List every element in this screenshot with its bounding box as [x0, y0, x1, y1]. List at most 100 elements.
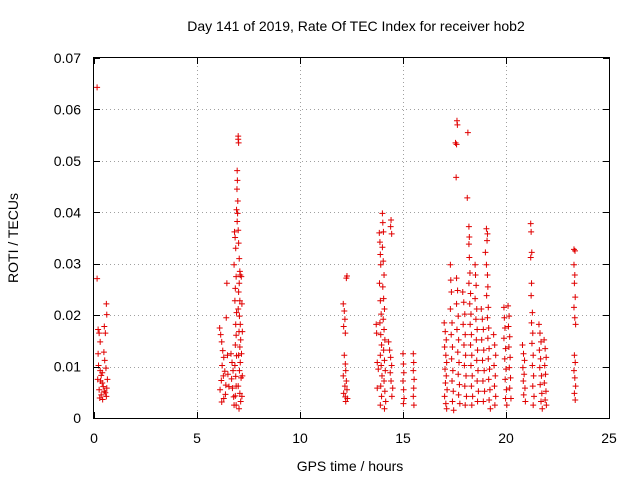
data-point: [376, 319, 383, 326]
data-point: [100, 349, 107, 356]
data-point: [492, 372, 499, 379]
data-point: [501, 314, 508, 321]
data-point: [460, 321, 467, 328]
data-point: [467, 290, 474, 297]
data-point: [443, 372, 450, 379]
data-point: [377, 383, 384, 390]
data-point: [519, 341, 526, 348]
data-point: [378, 341, 385, 348]
data-point: [506, 364, 513, 371]
data-point: [530, 372, 537, 379]
data-point: [528, 340, 535, 347]
data-point: [454, 121, 461, 128]
data-point: [507, 354, 514, 361]
data-point: [381, 336, 388, 343]
data-point: [475, 388, 482, 395]
data-point: [410, 393, 417, 400]
data-point: [239, 372, 246, 379]
data-point: [456, 400, 463, 407]
data-point: [237, 359, 244, 366]
data-point: [94, 275, 101, 282]
data-point: [455, 313, 462, 320]
data-point: [542, 371, 549, 378]
data-point: [400, 400, 407, 407]
y-axis-label: ROTI / TECUs: [5, 193, 21, 283]
data-point: [235, 133, 242, 140]
data-point: [387, 354, 394, 361]
data-point: [466, 233, 473, 240]
data-point: [220, 395, 227, 402]
data-point: [386, 347, 393, 354]
data-point: [536, 330, 543, 337]
data-point: [491, 341, 498, 348]
data-point: [236, 297, 243, 304]
data-point: [236, 344, 243, 351]
data-point: [461, 362, 468, 369]
data-point: [229, 385, 236, 392]
data-point: [379, 210, 386, 217]
data-point: [380, 316, 387, 323]
data-point: [344, 395, 351, 402]
data-point: [340, 390, 347, 397]
data-point: [521, 385, 528, 392]
grid-lines: [94, 58, 609, 418]
data-point: [572, 397, 579, 403]
data-point: [103, 385, 110, 392]
data-point: [502, 345, 509, 352]
data-point: [380, 347, 387, 354]
data-point: [520, 377, 527, 384]
data-point: [448, 355, 455, 362]
data-point: [478, 305, 485, 312]
data-point: [218, 377, 225, 384]
data-point: [228, 375, 235, 382]
data-point: [232, 373, 239, 380]
data-point: [235, 305, 242, 312]
data-point: [373, 321, 380, 328]
data-point: [465, 280, 472, 287]
data-point: [501, 325, 508, 331]
data-point: [484, 335, 491, 342]
data-point: [479, 357, 486, 364]
data-point: [479, 316, 486, 323]
data-point: [469, 393, 476, 400]
data-points: [94, 84, 579, 414]
data-point: [410, 350, 417, 357]
data-point: [483, 292, 490, 299]
data-point: [492, 393, 499, 400]
data-point: [235, 289, 242, 295]
data-point: [232, 245, 239, 252]
data-point: [342, 398, 349, 405]
data-point: [342, 367, 349, 374]
data-point: [381, 272, 388, 279]
data-point: [503, 402, 510, 409]
data-point: [444, 386, 451, 393]
data-point: [102, 389, 109, 396]
data-point: [459, 289, 466, 295]
data-point: [237, 336, 244, 343]
data-point: [480, 326, 487, 333]
data-point: [233, 309, 240, 316]
data-point: [462, 402, 469, 409]
data-point: [237, 321, 244, 328]
data-point: [479, 377, 486, 384]
data-point: [234, 197, 241, 204]
data-point: [449, 377, 456, 384]
data-point: [464, 129, 471, 136]
data-point: [400, 377, 406, 384]
data-point: [491, 402, 498, 409]
data-point: [232, 285, 239, 292]
data-point: [527, 254, 534, 261]
data-point: [468, 352, 475, 359]
data-point: [484, 272, 491, 279]
data-point: [522, 398, 529, 405]
data-point: [484, 230, 491, 237]
data-point: [456, 359, 463, 366]
data-point: [381, 305, 388, 312]
data-point: [520, 391, 527, 398]
data-point: [379, 219, 386, 226]
data-point: [341, 383, 348, 390]
data-point: [233, 206, 240, 213]
data-point: [389, 385, 396, 392]
data-point: [455, 371, 462, 378]
data-point: [473, 336, 480, 343]
